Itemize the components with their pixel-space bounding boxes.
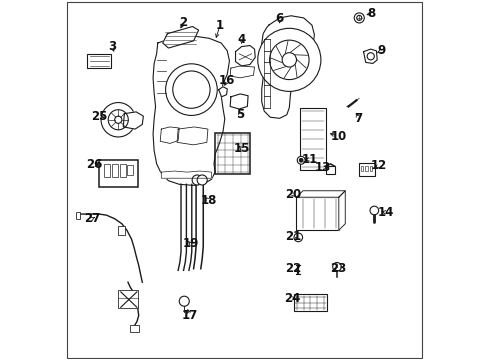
- Text: 4: 4: [237, 33, 245, 46]
- Text: 5: 5: [236, 108, 244, 121]
- Circle shape: [299, 158, 303, 162]
- Circle shape: [282, 53, 296, 67]
- Circle shape: [293, 233, 302, 242]
- Bar: [126, 165, 132, 175]
- Bar: [104, 164, 110, 177]
- Bar: [296, 197, 338, 230]
- Text: 1: 1: [216, 19, 224, 32]
- Text: 25: 25: [91, 110, 107, 123]
- Polygon shape: [177, 127, 207, 145]
- Circle shape: [115, 116, 122, 123]
- Circle shape: [165, 64, 217, 116]
- Bar: [118, 226, 125, 235]
- Bar: [76, 212, 80, 219]
- Polygon shape: [338, 191, 345, 230]
- Text: 15: 15: [233, 142, 249, 155]
- Text: 6: 6: [275, 12, 283, 25]
- Text: 12: 12: [370, 159, 386, 172]
- Circle shape: [269, 40, 308, 80]
- Text: 18: 18: [200, 194, 216, 207]
- Text: 14: 14: [377, 206, 393, 219]
- Polygon shape: [163, 27, 198, 48]
- Bar: [360, 166, 363, 171]
- Bar: [325, 166, 334, 174]
- Text: 17: 17: [182, 309, 198, 322]
- Text: 26: 26: [86, 158, 102, 171]
- Polygon shape: [230, 94, 247, 109]
- Polygon shape: [161, 171, 211, 178]
- Bar: [215, 133, 250, 174]
- Circle shape: [332, 262, 341, 271]
- Text: 19: 19: [182, 237, 199, 250]
- Text: 3: 3: [107, 40, 116, 53]
- Polygon shape: [296, 191, 345, 197]
- Circle shape: [179, 296, 189, 306]
- Bar: [365, 166, 367, 171]
- Bar: [300, 108, 325, 170]
- Circle shape: [257, 28, 320, 91]
- Text: 9: 9: [377, 44, 385, 57]
- Bar: [130, 325, 139, 332]
- Polygon shape: [235, 45, 255, 66]
- Text: 7: 7: [354, 112, 362, 125]
- Circle shape: [297, 156, 305, 164]
- Polygon shape: [230, 66, 254, 78]
- Bar: [112, 164, 118, 177]
- Bar: [99, 160, 138, 187]
- Circle shape: [366, 53, 373, 60]
- Polygon shape: [363, 49, 376, 63]
- Text: 13: 13: [314, 161, 330, 174]
- Text: 10: 10: [330, 130, 346, 143]
- Polygon shape: [123, 112, 143, 129]
- Text: 2: 2: [179, 16, 187, 29]
- Circle shape: [192, 175, 202, 185]
- Polygon shape: [261, 16, 314, 118]
- Text: 20: 20: [284, 188, 301, 201]
- Circle shape: [108, 110, 128, 130]
- Text: 8: 8: [367, 7, 375, 20]
- Bar: [369, 166, 371, 171]
- Text: 21: 21: [284, 230, 301, 243]
- Polygon shape: [153, 36, 229, 185]
- Bar: [359, 163, 375, 176]
- Bar: [87, 54, 110, 68]
- Text: 24: 24: [283, 292, 300, 305]
- Polygon shape: [218, 87, 227, 97]
- Circle shape: [353, 13, 364, 23]
- Text: 16: 16: [219, 74, 235, 87]
- Bar: [120, 164, 126, 177]
- Bar: [118, 291, 138, 309]
- Circle shape: [356, 15, 361, 21]
- Text: 11: 11: [301, 153, 317, 166]
- Circle shape: [172, 71, 210, 108]
- Polygon shape: [160, 127, 179, 143]
- Bar: [293, 294, 326, 311]
- Circle shape: [369, 206, 378, 215]
- Text: 27: 27: [84, 212, 100, 225]
- Circle shape: [197, 175, 207, 185]
- Text: 23: 23: [330, 262, 346, 275]
- Text: 22: 22: [284, 262, 301, 275]
- Circle shape: [101, 103, 135, 137]
